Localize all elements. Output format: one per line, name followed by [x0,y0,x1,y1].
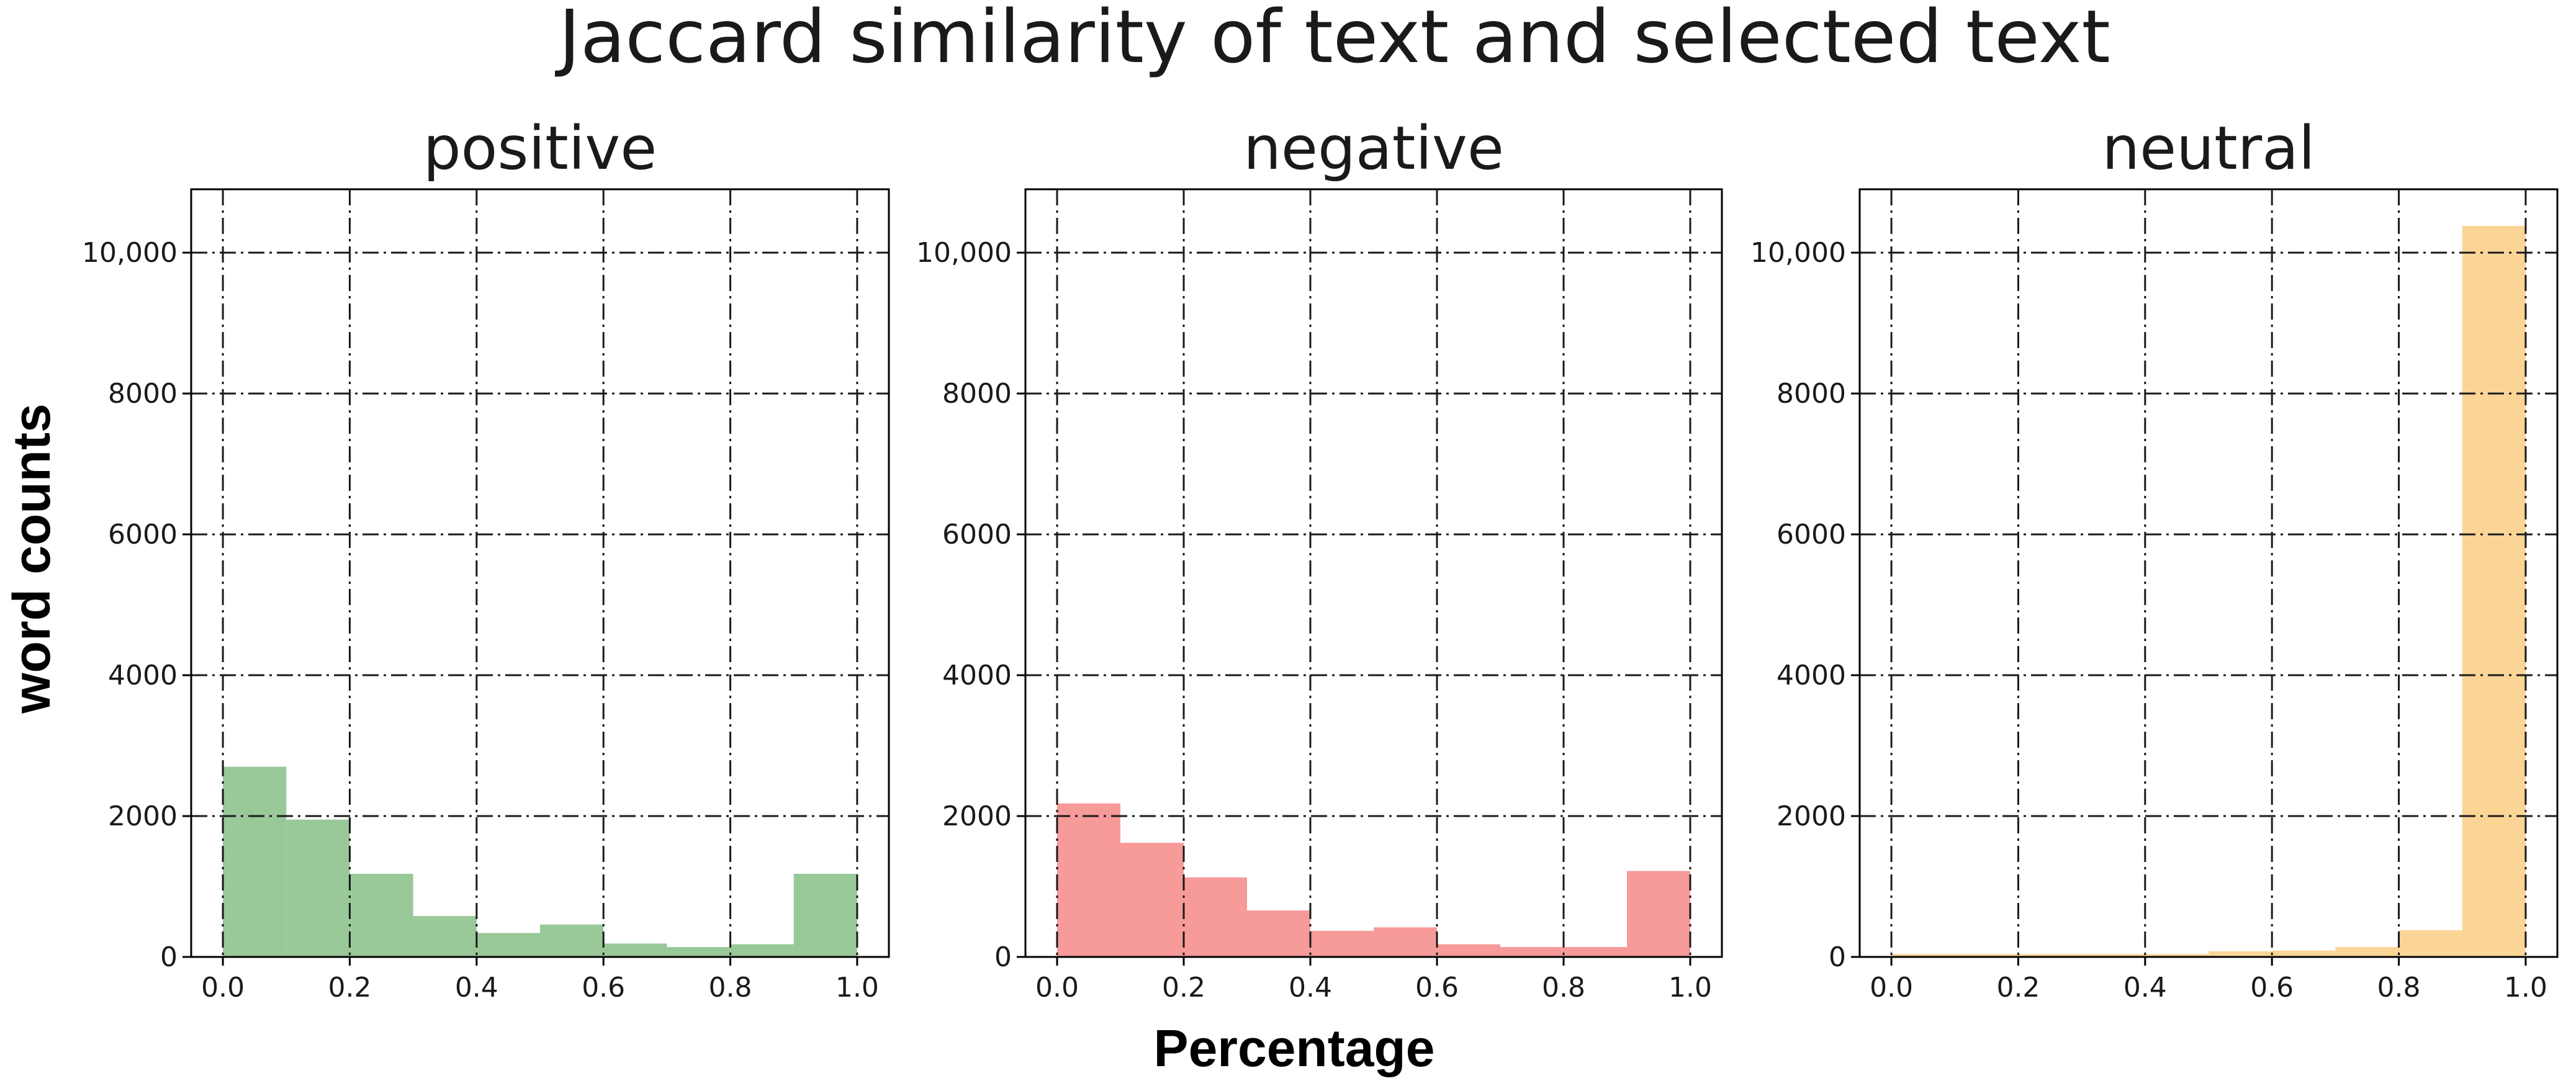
x-tick-label: 0.4 [2123,972,2167,1003]
y-tick-label: 6000 [108,519,178,550]
x-tick-label: 0.6 [2250,972,2294,1003]
x-tick-label: 0.4 [1289,972,1332,1003]
x-tick-label: 1.0 [2504,972,2547,1003]
y-tick-label: 0 [1829,941,1846,973]
bar [2398,930,2462,957]
bar [1955,954,2019,957]
bar [1437,944,1500,957]
y-tick-label: 10,000 [916,237,1012,269]
x-tick-label: 0.6 [582,972,625,1003]
x-tick-label: 1.0 [835,972,879,1003]
bar [1184,877,1247,957]
y-tick-label: 8000 [1777,378,1846,410]
axes-frame [1024,188,1723,958]
x-tick-label: 0.8 [2377,972,2421,1003]
bar [603,943,667,957]
y-tick-label: 6000 [1777,519,1846,550]
x-tick-label: 0.6 [1415,972,1459,1003]
bar [2145,954,2209,957]
bar [1057,803,1120,957]
bar [2209,951,2272,957]
x-tick-label: 0.4 [455,972,498,1003]
bar [1247,910,1310,957]
panel-title: positive [423,114,657,183]
x-tick-label: 0.8 [709,972,752,1003]
y-tick-label: 2000 [942,801,1012,832]
figure-title: Jaccard similarity of text and selected … [554,0,2110,79]
x-tick-label: 0.8 [1542,972,1585,1003]
bar [1891,954,1955,957]
y-tick-label: 10,000 [1750,237,1846,269]
bar [667,947,731,957]
panel-title: neutral [2102,114,2315,183]
panel-positive: 0.0 0.2 0.4 0.6 0.8 1.0 0 2000 4000 6000 8000 10,00… [82,114,890,1003]
x-axis-label: Percentage [1154,1019,1435,1077]
bar [2272,950,2336,957]
bar [1310,931,1374,957]
y-tick-label: 2000 [108,801,178,832]
x-tick-label: 0.0 [201,972,245,1003]
panel-title: negative [1243,114,1504,183]
y-tick-label: 8000 [942,378,1012,410]
bar [223,766,287,957]
bar [793,874,857,957]
bar [1374,927,1437,957]
axes-frame [1858,188,2559,958]
axes-frame [190,188,890,958]
bar [1627,871,1690,957]
panel-negative: 0.0 0.2 0.4 0.6 0.8 1.0 0 2000 4000 6000 8000 10,00… [916,114,1723,1003]
bar [2081,954,2145,957]
x-tick-label: 0.2 [1996,972,2040,1003]
x-tick-label: 1.0 [1669,972,1712,1003]
bar [540,924,604,957]
bar [286,819,350,957]
bar [730,944,794,957]
y-tick-label: 10,000 [82,237,178,269]
y-tick-label: 0 [994,941,1012,973]
bar [2018,954,2082,957]
bar [413,916,477,957]
y-tick-label: 6000 [942,519,1012,550]
bar [349,874,413,957]
bar [2462,226,2526,958]
y-tick-label: 4000 [1777,660,1846,691]
bar [2335,947,2399,957]
panel-neutral: 0.0 0.2 0.4 0.6 0.8 1.0 0 2000 4000 6000 8000 10,00… [1750,114,2559,1003]
y-tick-label: 4000 [108,660,178,691]
x-tick-label: 0.0 [1035,972,1079,1003]
bar [476,933,540,957]
panels-group: 0.0 0.2 0.4 0.6 0.8 1.0 0 2000 4000 6000 8000 10,00… [82,114,2559,1003]
y-tick-label: 4000 [942,660,1012,691]
bar [1500,947,1564,957]
x-tick-label: 0.2 [1162,972,1205,1003]
x-tick-label: 0.2 [328,972,371,1003]
bar [1120,843,1184,957]
y-tick-label: 8000 [108,378,178,410]
bar [1564,947,1627,957]
x-tick-label: 0.0 [1870,972,1913,1003]
y-tick-label: 0 [160,941,178,973]
y-tick-label: 2000 [1777,801,1846,832]
y-axis-label: word counts [2,403,61,714]
